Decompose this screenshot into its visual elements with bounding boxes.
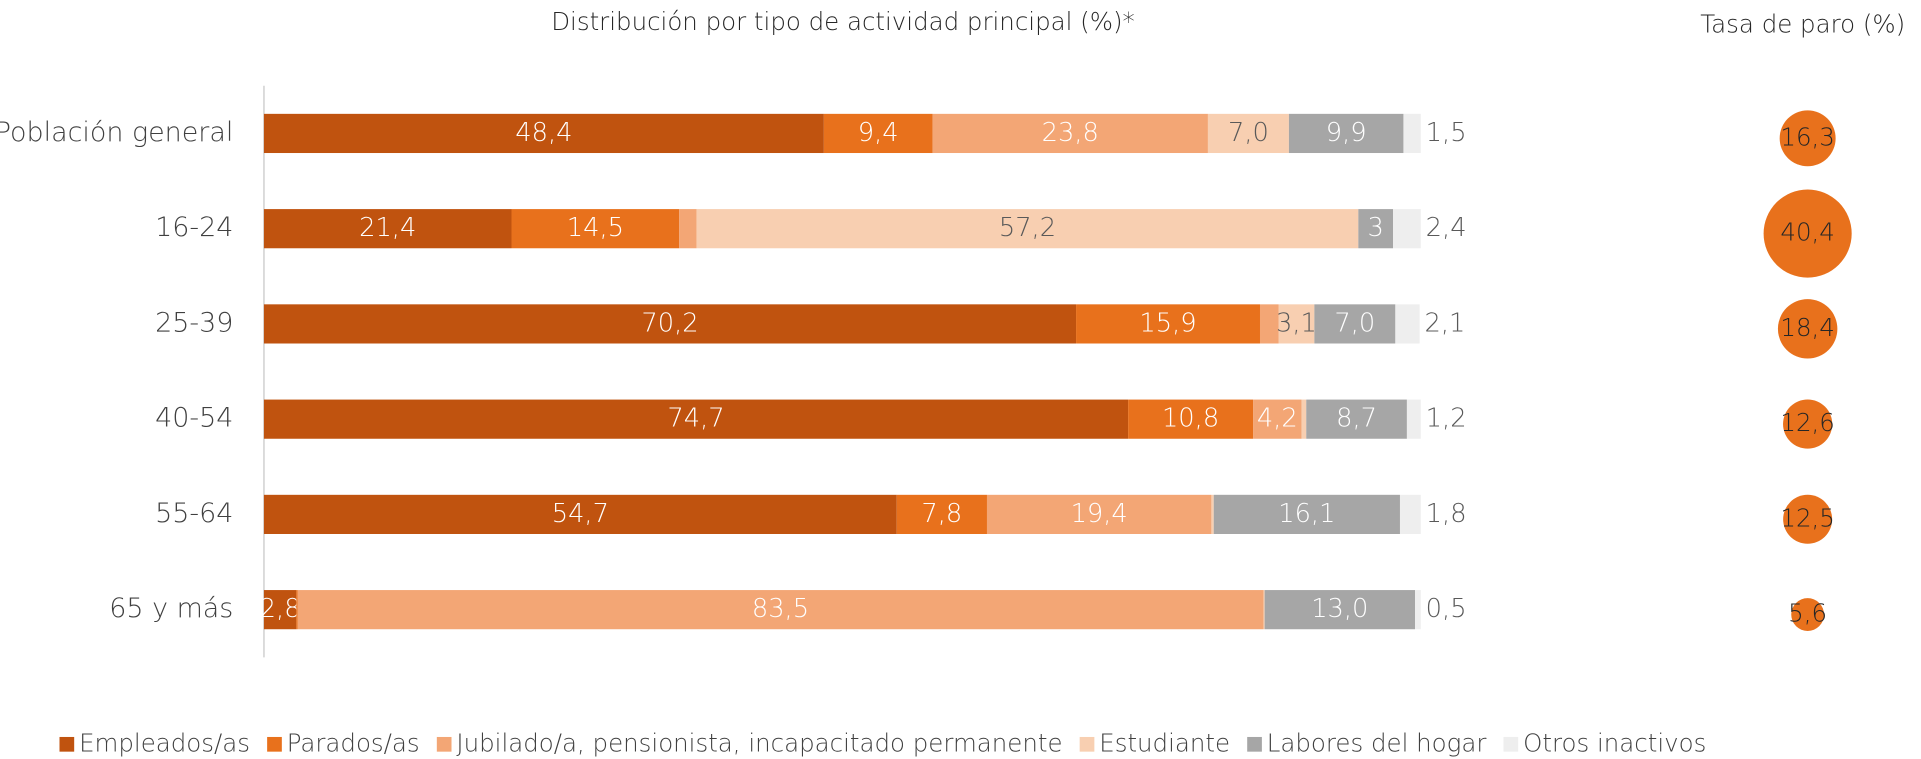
bar-segment: [1306, 399, 1407, 439]
legend-label: Estudiante: [1099, 728, 1230, 757]
bubble-label: 12,5: [1780, 503, 1834, 532]
bar-segment: [1207, 113, 1289, 154]
data-label: 9,9: [1326, 118, 1367, 148]
bar-segment: [679, 209, 697, 249]
data-label: 19,4: [1071, 499, 1128, 529]
bar-segment: [1314, 304, 1396, 344]
legend-label: Otros inactivos: [1523, 728, 1706, 757]
y-tick-label: 55-64: [155, 498, 233, 529]
data-label: 48,4: [515, 118, 572, 148]
y-tick-label: Población general: [0, 117, 233, 148]
bubble: [1779, 110, 1836, 167]
legend-swatch: [267, 736, 282, 752]
chart-title: Distribución por tipo de actividad princ…: [551, 7, 1135, 36]
bar-segment: [263, 304, 1077, 344]
data-label: 7,0: [1334, 308, 1375, 338]
data-label: 0,5: [1426, 594, 1467, 624]
bubble-label: 40,4: [1780, 218, 1834, 247]
legend-label: Jubilado/a, pensionista, incapacitado pe…: [456, 728, 1062, 757]
bar-segment: [696, 209, 1359, 249]
y-tick-label: 65 y más: [109, 593, 233, 624]
data-label: 16,1: [1278, 499, 1335, 529]
legend-swatch: [1079, 736, 1095, 752]
bar-segment: [932, 113, 1208, 154]
legend-label: Empleados/as: [79, 728, 250, 757]
data-label: 8,7: [1336, 404, 1377, 434]
data-label: 2,4: [1426, 213, 1467, 243]
bar-segment: [1278, 304, 1315, 344]
legend-swatch: [1503, 736, 1519, 752]
bar-segment: [1395, 304, 1420, 344]
bar-segment: [297, 590, 1264, 630]
data-label: 4,2: [1257, 404, 1298, 434]
data-label: 70,2: [641, 308, 698, 338]
bar-segment: [263, 590, 297, 630]
bar-segment: [1253, 399, 1302, 439]
data-label: 1,5: [1426, 118, 1467, 148]
data-label: 54,7: [552, 499, 609, 529]
bar-segment: [823, 113, 933, 154]
bar-segment: [1211, 494, 1214, 534]
bar-segment: [1399, 494, 1421, 534]
bubble-label: 5,6: [1788, 599, 1827, 628]
bubble-label: 12,6: [1780, 408, 1834, 437]
bar-segment: [263, 399, 1129, 439]
bubble: [1783, 494, 1833, 544]
legend-label: Labores del hogar: [1267, 728, 1488, 757]
bar-segment: [511, 209, 680, 249]
data-label: 74,7: [667, 404, 724, 434]
bar-segment: [1403, 113, 1421, 154]
bubble-label: 16,3: [1780, 122, 1834, 151]
data-label: 3,1: [1276, 308, 1317, 338]
bar-segment: [896, 494, 987, 534]
data-label: 2,8: [260, 594, 301, 624]
data-label: 9,4: [858, 118, 899, 148]
bar-segment: [1393, 209, 1421, 249]
bar-segment: [1415, 590, 1421, 630]
bar-segment: [1264, 590, 1416, 630]
bar-segment: [1288, 113, 1404, 154]
data-label: 57,2: [999, 213, 1056, 243]
legend-swatch: [1247, 736, 1262, 752]
bar-segment: [1213, 494, 1400, 534]
data-label: 3: [1368, 213, 1384, 243]
legend-swatch: [59, 736, 75, 752]
bar-segment: [1358, 209, 1394, 249]
data-label: 21,4: [359, 213, 416, 243]
bar-segment: [1128, 399, 1254, 439]
bar-segment: [296, 590, 298, 630]
legend-label: Parados/as: [287, 728, 420, 757]
data-label: 13,0: [1311, 594, 1368, 624]
y-tick-label: 40-54: [155, 403, 233, 434]
bar-segment: [1076, 304, 1260, 344]
bar-segment: [1263, 590, 1265, 630]
data-label: 2,1: [1425, 308, 1466, 338]
data-label: 7,8: [921, 499, 962, 529]
data-label: 15,9: [1139, 308, 1196, 338]
data-label: 83,5: [752, 594, 809, 624]
data-label: 10,8: [1162, 404, 1219, 434]
y-tick-label: 16-24: [155, 212, 233, 243]
bubble-title: Tasa de paro (%): [1700, 10, 1905, 39]
data-label: 1,2: [1426, 404, 1467, 434]
data-label: 23,8: [1042, 118, 1099, 148]
data-label: 7,0: [1228, 118, 1269, 148]
legend-swatch: [436, 736, 452, 752]
bar-segment: [1301, 399, 1307, 439]
data-label: 14,5: [567, 213, 624, 243]
bubble-label: 18,4: [1780, 313, 1834, 342]
bar-segment: [986, 494, 1212, 534]
bar-segment: [263, 209, 512, 249]
bubble: [1791, 598, 1825, 631]
data-label: 1,8: [1426, 499, 1467, 529]
bubble: [1783, 399, 1833, 449]
y-tick-label: 25-39: [155, 307, 233, 338]
bar-segment: [263, 494, 897, 534]
bubble: [1777, 299, 1838, 359]
bar-segment: [1259, 304, 1279, 344]
bar-segment: [1406, 399, 1421, 439]
bubble: [1763, 189, 1852, 278]
bar-segment: [263, 113, 824, 154]
